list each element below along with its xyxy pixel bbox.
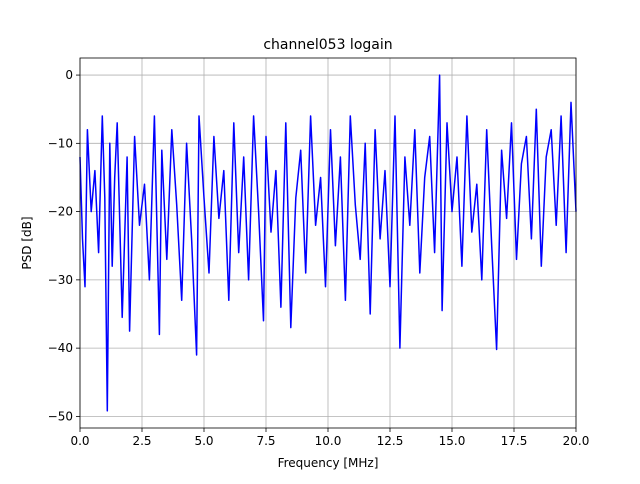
axis-ticks: 0.0 2.5 5.0 7.5 10.0 12.5 15.0 17.5 20.0 0 −10 −20 −… — [48, 68, 590, 448]
y-axis-label: PSD [dB] — [20, 216, 34, 269]
x-tick-label: 12.5 — [377, 434, 404, 448]
x-tick-label: 10.0 — [315, 434, 342, 448]
x-tick-label: 0.0 — [70, 434, 89, 448]
x-tick-label: 5.0 — [194, 434, 213, 448]
x-tick-label: 17.5 — [501, 434, 528, 448]
x-tick-label: 7.5 — [256, 434, 275, 448]
y-tick-label: −10 — [48, 136, 73, 150]
y-tick-label: −40 — [48, 341, 73, 355]
y-tick-label: −50 — [48, 409, 73, 423]
x-axis-label: Frequency [MHz] — [278, 456, 379, 470]
y-tick-label: 0 — [65, 68, 73, 82]
series-lines — [79, 74, 577, 412]
y-tick-label: −30 — [48, 273, 73, 287]
chart-title: channel053 logain — [263, 37, 392, 53]
y-tick-label: −20 — [48, 205, 73, 219]
x-tick-label: 2.5 — [132, 434, 151, 448]
psd-series-line — [79, 74, 577, 412]
x-tick-label: 15.0 — [439, 434, 466, 448]
x-tick-label: 20.0 — [563, 434, 590, 448]
